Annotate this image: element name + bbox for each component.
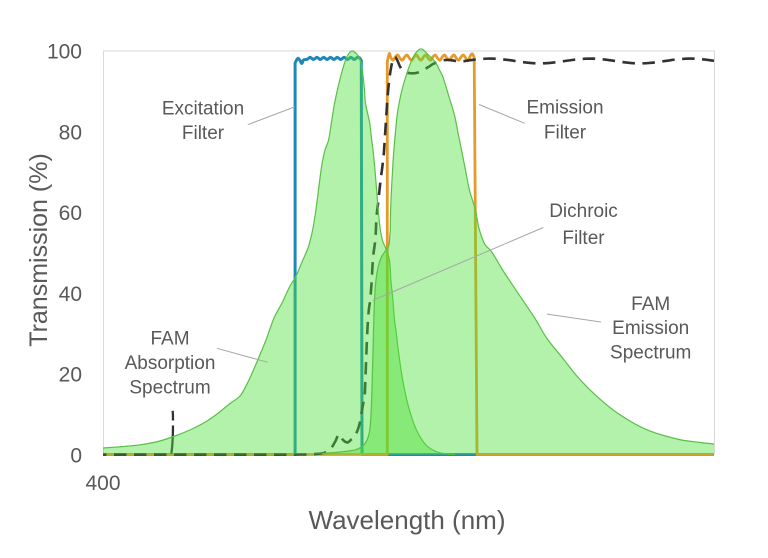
svg-text:FAM: FAM — [150, 329, 189, 350]
svg-text:FAM: FAM — [631, 294, 670, 315]
svg-text:80: 80 — [59, 121, 82, 144]
svg-text:40: 40 — [59, 283, 82, 306]
svg-text:Excitation: Excitation — [162, 99, 244, 120]
svg-text:Wavelength (nm): Wavelength (nm) — [309, 505, 506, 535]
svg-text:Dichroic: Dichroic — [549, 201, 618, 222]
svg-text:Filter: Filter — [544, 122, 587, 143]
svg-text:Transmission (%): Transmission (%) — [25, 153, 53, 347]
svg-text:Spectrum: Spectrum — [610, 343, 691, 364]
svg-text:20: 20 — [59, 364, 82, 387]
svg-text:Emission: Emission — [526, 98, 603, 119]
svg-text:100: 100 — [47, 41, 82, 64]
svg-text:0: 0 — [70, 445, 82, 468]
svg-text:Spectrum: Spectrum — [129, 377, 210, 398]
svg-text:Absorption: Absorption — [125, 353, 216, 374]
svg-text:Filter: Filter — [182, 123, 225, 144]
svg-text:Emission: Emission — [612, 318, 689, 339]
svg-text:400: 400 — [85, 472, 120, 495]
svg-text:Filter: Filter — [562, 228, 605, 249]
svg-text:60: 60 — [59, 202, 82, 225]
